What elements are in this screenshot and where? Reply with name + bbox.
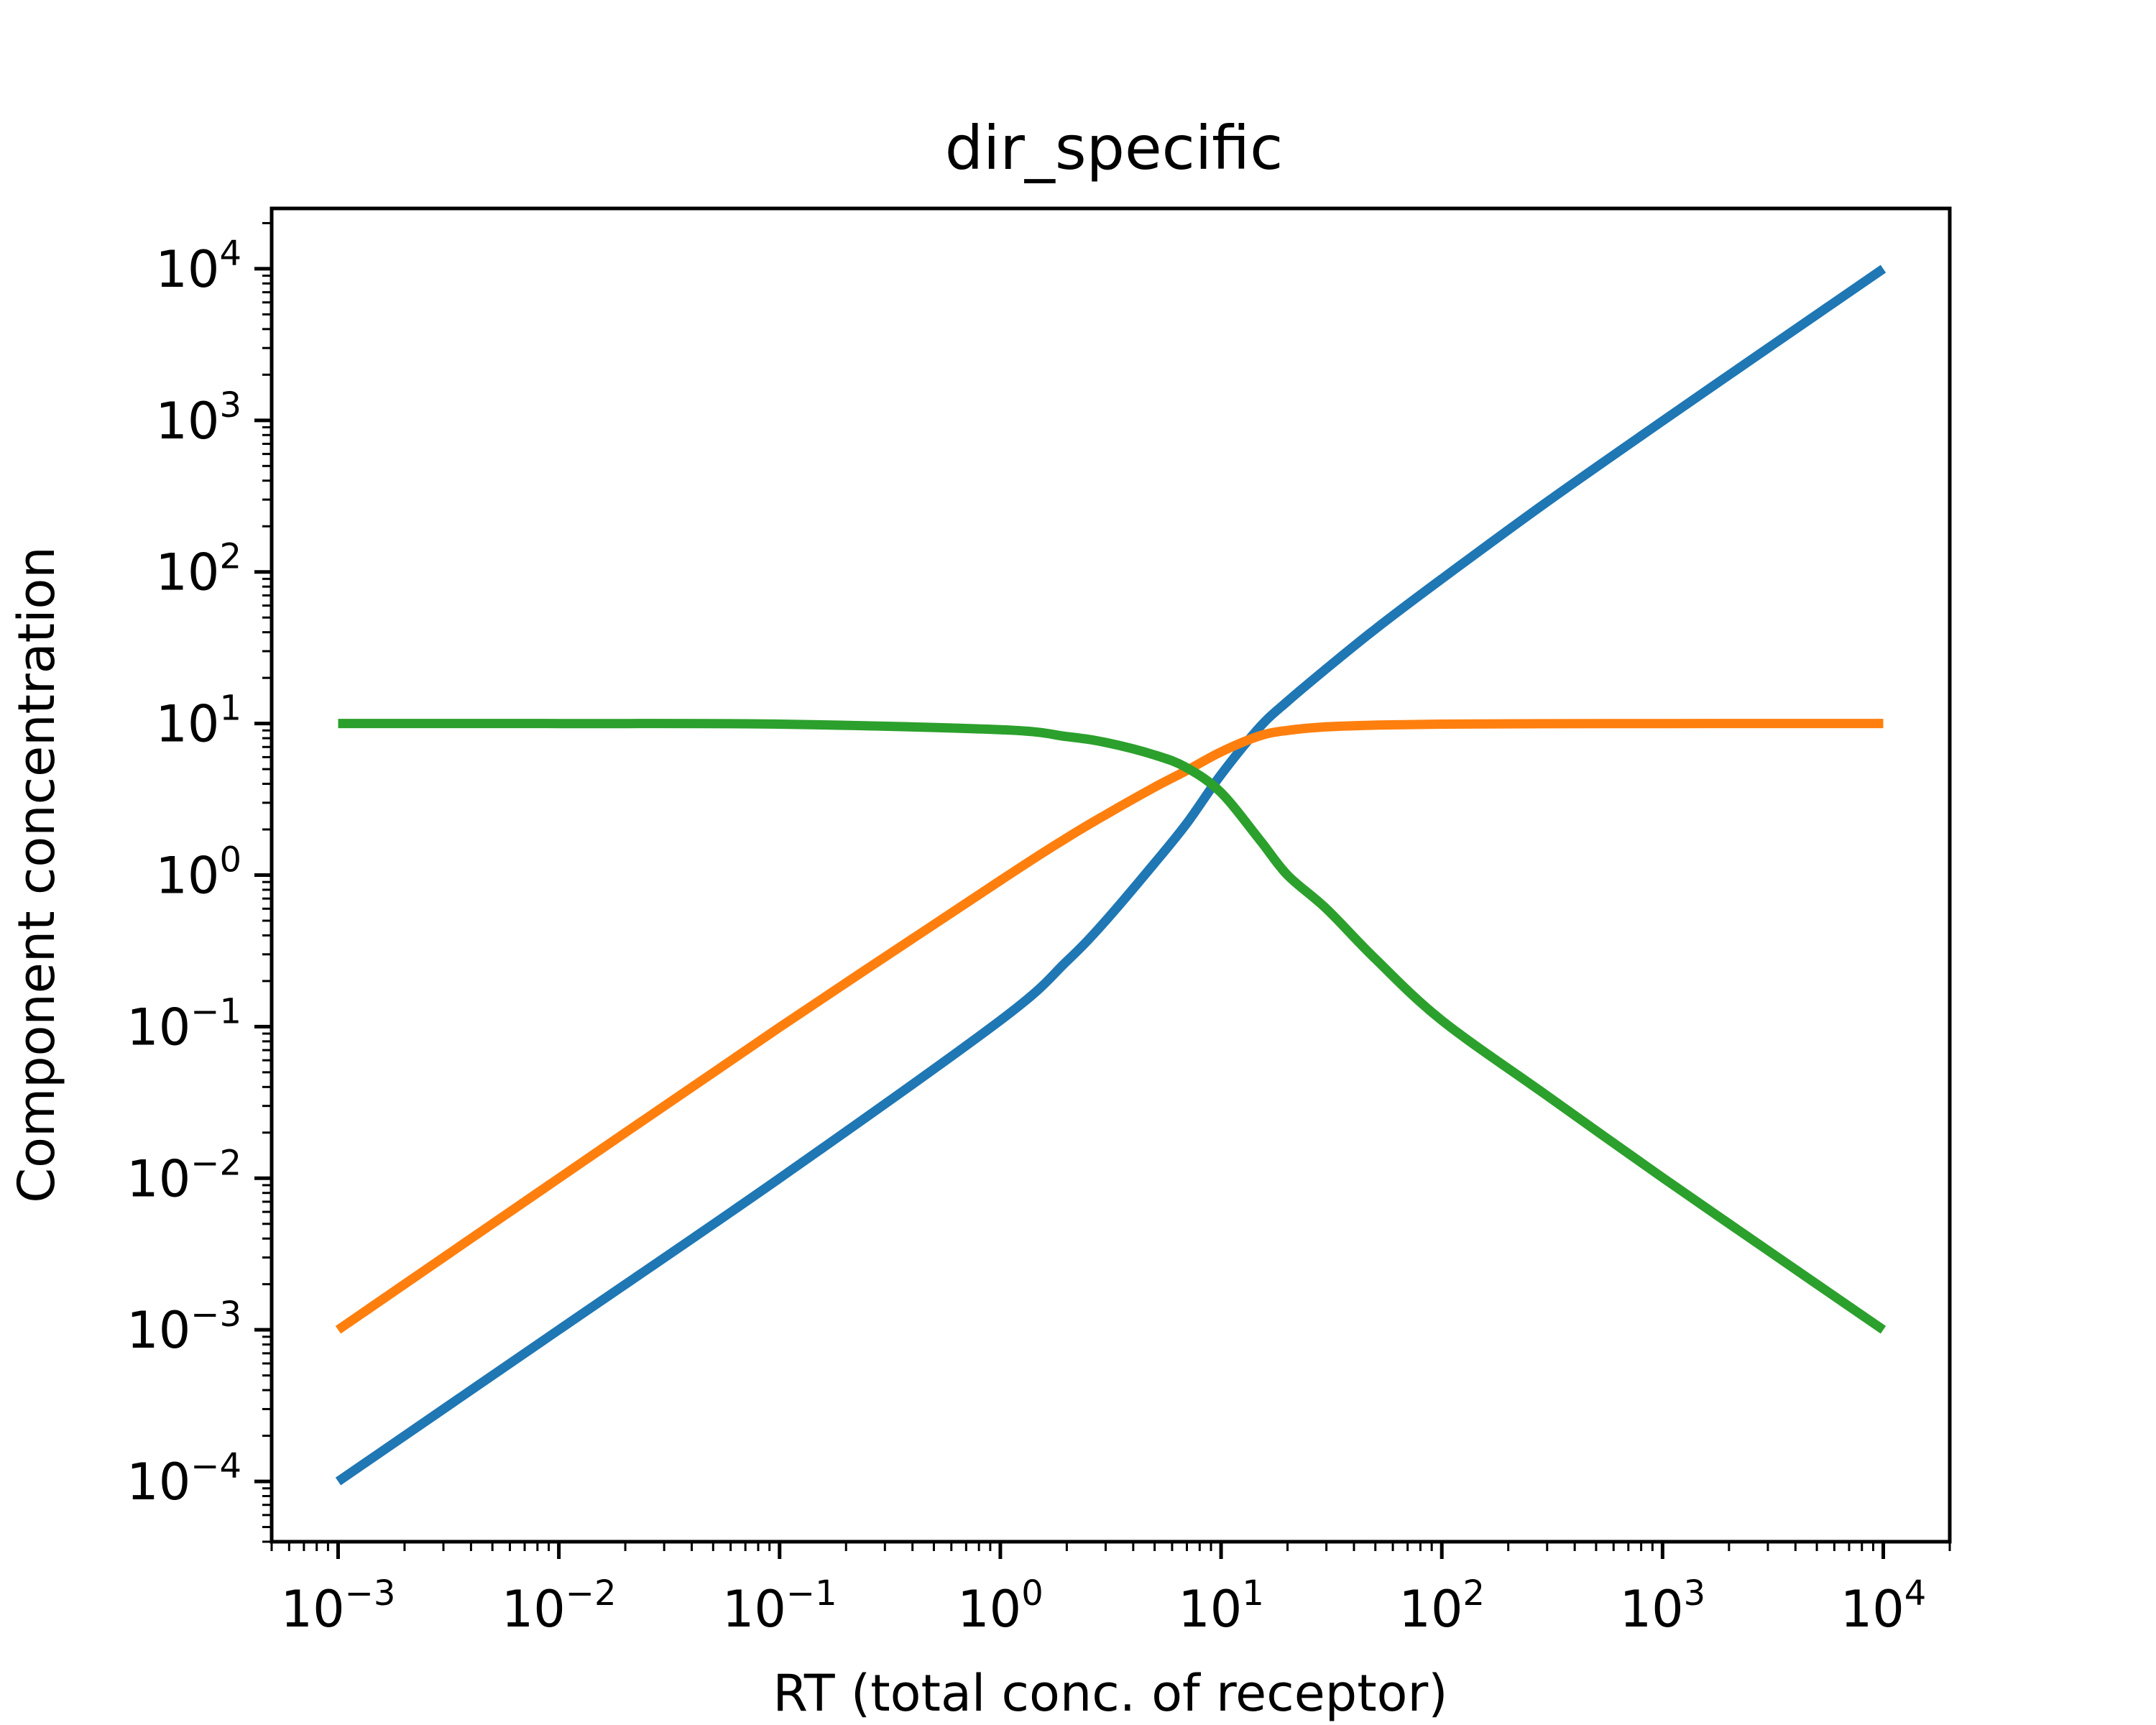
y-tick-label: 10−3 xyxy=(126,1294,241,1360)
x-tick-label: 10−1 xyxy=(722,1573,837,1639)
y-tick-label: 10−1 xyxy=(126,991,241,1057)
series-line-1 xyxy=(335,264,1886,1486)
x-tick-label: 103 xyxy=(1620,1573,1706,1639)
x-tick-label: 10−3 xyxy=(281,1573,396,1639)
chart-title: dir_specific xyxy=(945,113,1284,183)
y-tick-label: 102 xyxy=(155,537,241,602)
y-tick-label: 100 xyxy=(155,840,241,906)
y-axis-label: Component concentration xyxy=(7,546,66,1202)
plot-area xyxy=(335,264,1886,1486)
y-axis: 10−4 10−3 10−2 10−1 100 101 102 103 104 xyxy=(126,221,272,1543)
y-tick-label: 10−2 xyxy=(126,1143,241,1208)
x-tick-label: 101 xyxy=(1178,1573,1264,1639)
x-tick-label: 104 xyxy=(1841,1573,1927,1639)
series-line-2 xyxy=(335,719,1884,1334)
x-tick-label: 10−2 xyxy=(502,1573,617,1639)
x-tick-label: 102 xyxy=(1399,1573,1485,1639)
x-tick-label: 100 xyxy=(957,1573,1044,1639)
y-tick-label: 104 xyxy=(155,234,241,299)
y-tick-label: 103 xyxy=(155,385,241,451)
series-line-3 xyxy=(338,719,1886,1334)
x-axis: 10−3 10−2 10−1 100 101 102 103 104 xyxy=(270,1542,1951,1639)
plot-frame xyxy=(270,206,1952,1544)
y-tick-label: 10−4 xyxy=(126,1446,241,1512)
x-axis-label: RT (total conc. of receptor) xyxy=(773,1664,1447,1723)
y-tick-label: 101 xyxy=(155,689,241,754)
